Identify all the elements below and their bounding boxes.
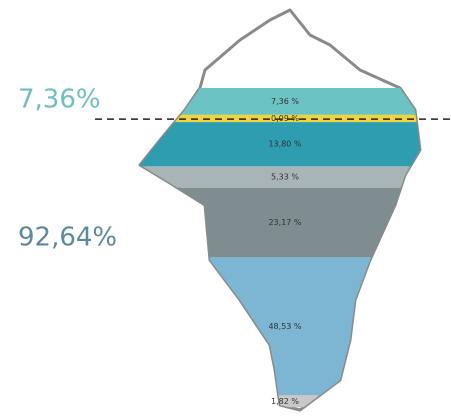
band-label: 1,82 % — [271, 397, 299, 406]
band-label: 7,36 % — [271, 97, 299, 106]
band-label: 48,53 % — [268, 322, 301, 331]
band — [140, 166, 420, 188]
band-label: 5,33 % — [271, 173, 299, 182]
below-label: 92,64% — [18, 223, 117, 253]
above-label: 7,36% — [18, 85, 101, 115]
band-label: 23,17 % — [268, 218, 301, 227]
band-label: 13,80 % — [268, 140, 301, 149]
band — [140, 395, 420, 408]
band — [140, 122, 420, 167]
bands — [140, 88, 420, 408]
band-label: 0,09 % — [271, 114, 299, 123]
